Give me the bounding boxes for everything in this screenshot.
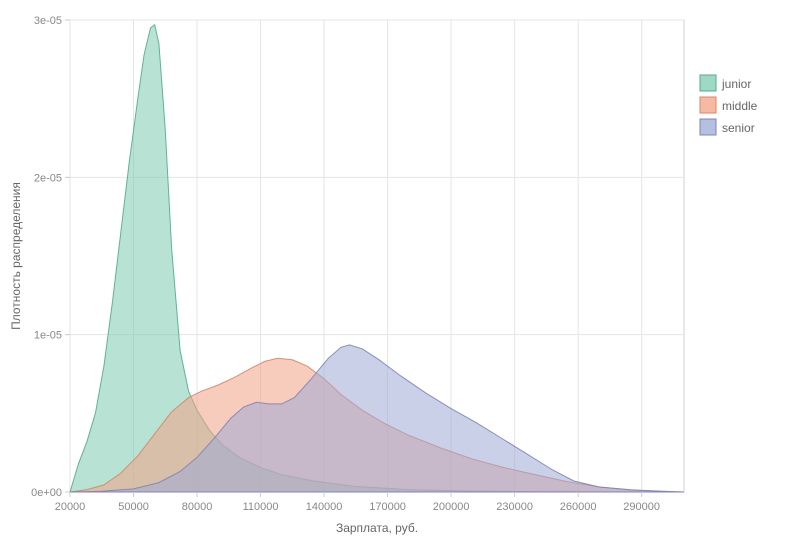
y-tick-label: 2e-05	[34, 172, 62, 184]
x-tick-label: 200000	[433, 501, 470, 513]
legend-swatch-middle	[700, 97, 716, 113]
x-tick-label: 260000	[560, 501, 597, 513]
density-chart: 20000 50000 80000 110000 140000 170000 200000 2…	[0, 0, 804, 552]
x-axis-title: Зарплата, руб.	[336, 521, 418, 535]
y-tick-label: 3e-05	[34, 15, 62, 27]
x-tick-label: 230000	[496, 501, 533, 513]
x-tick-label: 140000	[306, 501, 343, 513]
x-tick-label: 110000	[243, 501, 279, 513]
chart-svg: 20000 50000 80000 110000 140000 170000 200000 2…	[0, 0, 804, 552]
x-tick-label: 50000	[118, 501, 149, 513]
y-tick-label: 1e-05	[34, 330, 62, 342]
legend-label-senior: senior	[722, 121, 755, 135]
legend-label-middle: middle	[722, 99, 758, 113]
x-tick-label: 290000	[623, 501, 660, 513]
x-tick-label: 170000	[369, 501, 406, 513]
x-tick-label: 20000	[55, 501, 86, 513]
x-tick-label: 80000	[182, 501, 213, 513]
legend-label-junior: junior	[721, 77, 751, 91]
y-axis-title: Плотность распределения	[9, 182, 23, 330]
legend-swatch-junior	[700, 75, 716, 91]
y-tick-label: 0e+00	[31, 487, 62, 499]
legend-swatch-senior	[700, 119, 716, 135]
